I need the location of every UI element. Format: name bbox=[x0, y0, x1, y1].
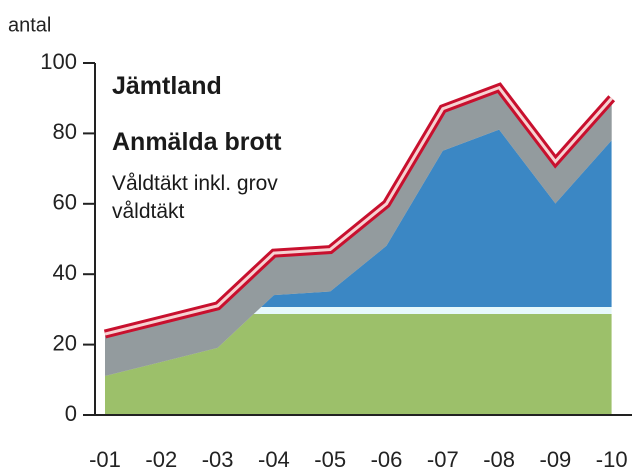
x-tick-label: -01 bbox=[89, 447, 121, 471]
y-tick-label: 100 bbox=[40, 49, 77, 74]
y-tick-label: 80 bbox=[53, 119, 77, 144]
y-tick-label: 40 bbox=[53, 260, 77, 285]
y-tick-label: 60 bbox=[53, 190, 77, 215]
chart-subtitle: Anmälda brott bbox=[112, 128, 282, 156]
y-tick-label: 20 bbox=[53, 330, 77, 355]
x-tick-label: -09 bbox=[540, 447, 572, 471]
x-tick-label: -04 bbox=[258, 447, 290, 471]
x-tick-label: -06 bbox=[371, 447, 403, 471]
chart-title: Jämtland bbox=[112, 72, 222, 100]
x-tick-label: -08 bbox=[483, 447, 515, 471]
chart-description: Våldtäkt inkl. grov våldtäkt bbox=[112, 172, 278, 223]
y-axis-label: antal bbox=[8, 14, 51, 36]
x-tick-label: -10 bbox=[596, 447, 628, 471]
line-core bbox=[104, 85, 613, 336]
y-tick-label: 0 bbox=[65, 401, 77, 426]
x-tick-label: -05 bbox=[314, 447, 346, 471]
x-tick-label: -07 bbox=[427, 447, 459, 471]
x-tick-label: -02 bbox=[145, 447, 177, 471]
x-tick-label: -03 bbox=[202, 447, 234, 471]
